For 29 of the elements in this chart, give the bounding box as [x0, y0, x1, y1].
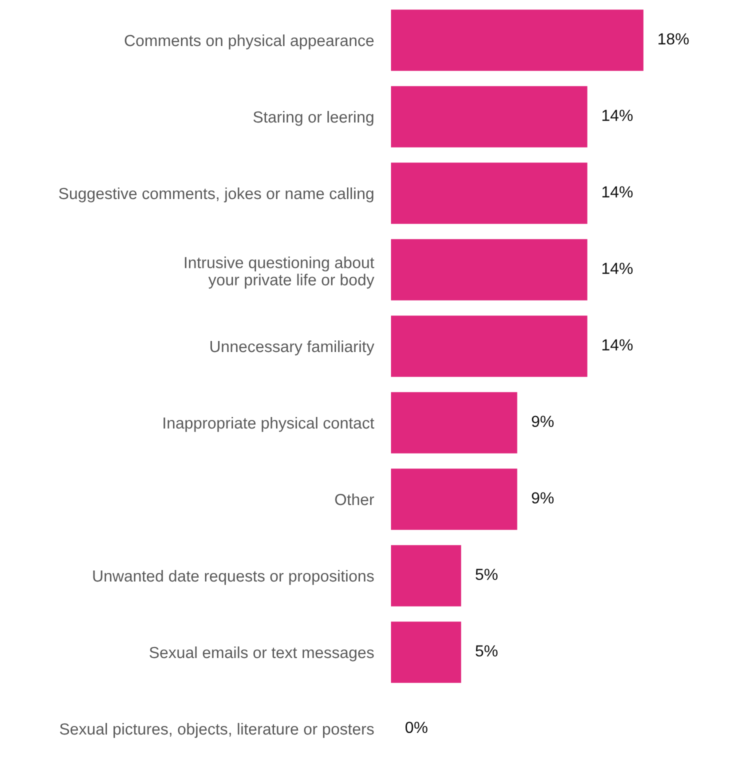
bar [391, 545, 462, 606]
y-tick-label: Inappropriate physical contact [164, 416, 374, 432]
y-tick-label: Comments on physical appearance [124, 34, 374, 50]
y-tick-label: Staring or leering [253, 110, 374, 126]
data-label: 5% [476, 568, 498, 580]
data-label: 9% [532, 492, 554, 504]
y-tick-label: Other [335, 493, 374, 506]
bar [391, 622, 462, 683]
bar [391, 316, 588, 377]
y-tick-label: Intrusive questioning about your private life or body [184, 256, 374, 289]
data-label: 14% [602, 186, 633, 198]
data-label: 9% [532, 416, 554, 428]
bar [391, 239, 588, 300]
data-label: 14% [602, 262, 633, 274]
bar [391, 392, 518, 454]
y-tick-label: Unnecessary familiarity [210, 340, 374, 356]
bar [391, 468, 518, 530]
y-tick-label: Sexual pictures, objects, literature or posters [60, 722, 374, 738]
data-label: 18% [658, 33, 689, 45]
data-label: 5% [476, 645, 498, 657]
bar [391, 86, 588, 148]
bar [391, 10, 644, 71]
y-tick-label: Sexual emails or text messages [150, 646, 374, 662]
data-label: 14% [602, 339, 633, 350]
y-tick-label: Suggestive comments, jokes or name calling [59, 187, 374, 202]
data-label: 0% [406, 722, 428, 734]
y-tick-label: Unwanted date requests or propositions [93, 570, 374, 585]
data-label: 14% [602, 110, 633, 121]
bar [391, 162, 588, 224]
